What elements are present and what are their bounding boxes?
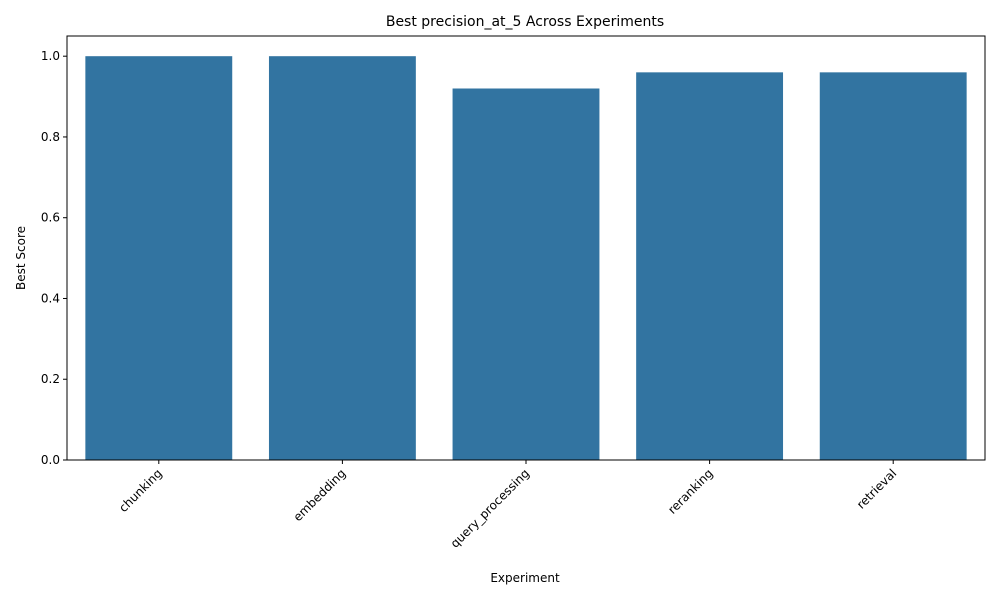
y-tick-label: 0.6 [41, 211, 60, 225]
bars-group [85, 56, 967, 460]
bar-chunking [85, 56, 233, 460]
x-axis-label: Experiment [490, 571, 560, 585]
bar-query_processing [452, 88, 600, 460]
y-axis-label: Best Score [14, 226, 28, 290]
bar-embedding [268, 56, 416, 460]
y-tick-label: 1.0 [41, 49, 60, 63]
x-axis-ticks: chunking embedding query_processing reranki… [116, 460, 899, 551]
x-tick-label: retrieval [854, 466, 899, 511]
bar-reranking [636, 72, 784, 460]
y-tick-label: 0.4 [41, 291, 60, 305]
y-tick-label: 0.2 [41, 372, 60, 386]
x-tick-label: query_processing [448, 466, 532, 550]
y-axis-ticks: 0.0 0.2 0.4 0.6 0.8 1.0 [41, 49, 67, 467]
plot-frame [66, 35, 986, 461]
chart-title: Best precision_at_5 Across Experiments [386, 14, 664, 30]
y-tick-label: 0.8 [41, 130, 60, 144]
bar-retrieval [819, 72, 967, 460]
y-tick-label: 0.0 [41, 453, 60, 467]
x-tick-label: embedding [291, 466, 349, 524]
x-tick-label: reranking [665, 466, 716, 517]
x-tick-label: chunking [116, 466, 165, 515]
